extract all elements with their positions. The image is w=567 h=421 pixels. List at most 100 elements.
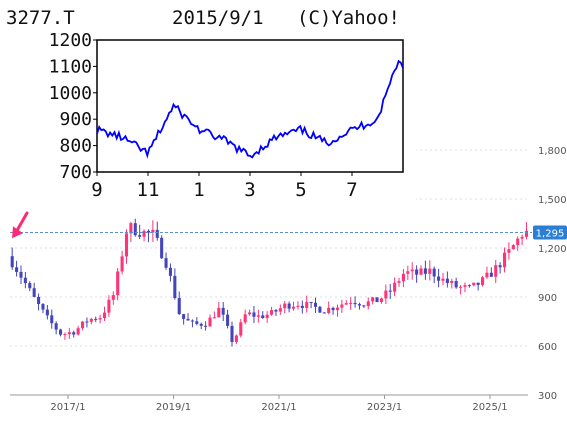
candle-body	[459, 286, 463, 288]
candle-body	[362, 305, 366, 307]
candle-body	[142, 230, 146, 237]
candle-body	[511, 245, 515, 250]
candle-body	[322, 312, 326, 314]
candle-body	[498, 265, 502, 268]
inset-plot-frame	[96, 39, 404, 173]
candle-body	[454, 281, 458, 288]
candle-body	[419, 268, 423, 275]
candle-body	[331, 307, 335, 311]
candle-body	[401, 273, 405, 282]
candle-body	[72, 332, 76, 335]
y-tick-label: 1,200	[538, 244, 567, 255]
candle-body	[393, 282, 397, 292]
candle-body	[76, 328, 80, 335]
inset-x-tick-label: 1	[193, 179, 204, 200]
candle-body	[296, 305, 300, 307]
candle-body	[138, 235, 142, 237]
inset-date: 2015/9/1	[172, 7, 264, 29]
candle-body	[489, 272, 493, 277]
inset-x-tick-label: 3	[244, 179, 255, 200]
inset-y-tick-label: 800	[59, 136, 92, 157]
candle-body	[384, 290, 388, 299]
candle-body	[516, 238, 520, 246]
x-tick-label: 2021/1	[261, 402, 296, 413]
candle-body	[507, 249, 511, 253]
candle-body	[300, 305, 304, 308]
candle-body	[472, 282, 476, 286]
candle-body	[28, 283, 32, 289]
candle-body	[305, 302, 309, 308]
y-tick-label: 300	[538, 391, 557, 402]
x-tick-label: 2023/1	[367, 402, 402, 413]
candle-body	[318, 306, 322, 313]
candle-body	[428, 268, 432, 274]
candle-body	[168, 267, 172, 276]
inset-y-tick-label: 700	[59, 162, 92, 183]
candle-body	[59, 329, 63, 335]
candle-body	[502, 252, 507, 268]
candle-body	[524, 230, 529, 237]
current-price-label: 1,295	[536, 228, 565, 239]
inset-y-tick-label: 1000	[49, 83, 92, 104]
candle-body	[261, 315, 265, 319]
current-price-badge	[533, 225, 567, 240]
inset-y-tick-label: 1200	[49, 30, 92, 51]
candle-body	[344, 303, 348, 305]
candle-body	[423, 268, 427, 274]
pointer-arrow-icon	[12, 211, 29, 239]
inset-x-tick-label: 7	[346, 179, 357, 200]
candle-body	[111, 295, 115, 300]
candle-body	[182, 314, 186, 319]
candle-body	[10, 256, 14, 268]
candle-body	[248, 312, 252, 315]
candle-body	[463, 285, 467, 287]
candle-body	[204, 325, 208, 327]
y-tick-label: 1,500	[538, 195, 567, 206]
x-tick-label: 2025/1	[472, 402, 507, 413]
candle-body	[335, 307, 340, 311]
candle-body	[467, 285, 471, 287]
candle-body	[124, 233, 129, 257]
candle-body	[410, 269, 414, 272]
candle-body	[208, 317, 212, 327]
candle-body	[23, 277, 27, 284]
y-tick-label: 1,800	[538, 146, 567, 157]
inset-y-tick-label: 900	[59, 109, 92, 130]
candle-body	[256, 315, 260, 317]
candle-body	[274, 310, 278, 312]
candle-body	[120, 256, 124, 272]
candle-body	[177, 298, 181, 315]
candle-body	[129, 223, 133, 234]
candle-body	[19, 271, 23, 278]
inset-price-line	[96, 59, 404, 159]
candle-body	[37, 296, 41, 304]
candle-body	[186, 318, 190, 321]
candle-body	[327, 307, 331, 314]
candle-body	[397, 281, 401, 283]
candle-body	[349, 302, 353, 304]
candle-body	[54, 323, 58, 330]
x-tick-label: 2017/1	[50, 402, 85, 413]
candle-body	[432, 268, 436, 277]
candle-body	[265, 314, 269, 319]
candle-body	[270, 310, 274, 315]
candle-body	[340, 304, 344, 308]
candle-body	[388, 290, 392, 292]
candle-body	[195, 321, 199, 324]
inset-line-chart: 3277.T 2015/9/1 (C)Yahoo! 700 800 900 1000 1100…	[6, 7, 404, 200]
candle-body	[441, 278, 445, 281]
candle-body	[415, 269, 419, 275]
candle-body	[212, 317, 216, 319]
candle-body	[481, 277, 485, 285]
candle-body	[94, 318, 98, 320]
candle-body	[450, 281, 454, 283]
candle-body	[313, 302, 318, 307]
candle-body	[366, 301, 370, 307]
candle-body	[199, 323, 203, 326]
candle-body	[146, 230, 151, 233]
candle-body	[217, 307, 221, 318]
candle-body	[485, 272, 489, 278]
inset-ticker: 3277.T	[6, 7, 75, 29]
candle-body	[234, 335, 238, 343]
candle-body	[445, 278, 449, 283]
